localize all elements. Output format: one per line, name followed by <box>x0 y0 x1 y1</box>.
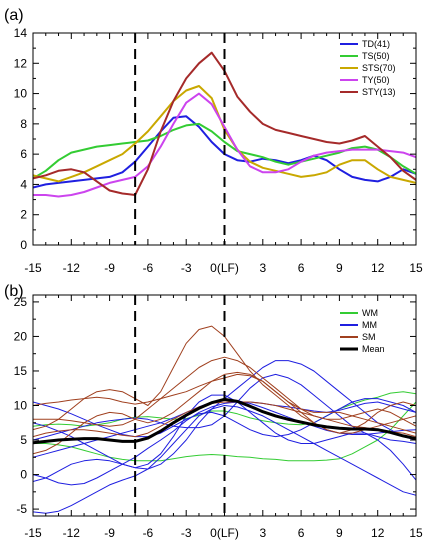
y-tick-label: 8 <box>20 117 27 131</box>
series-line-sm <box>33 401 416 438</box>
y-tick-label: 10 <box>14 399 28 413</box>
x-tick-label: -9 <box>104 526 115 540</box>
y-tick-label: 15 <box>14 364 28 378</box>
x-tick-label: 15 <box>409 261 423 275</box>
y-tick-label: 20 <box>14 329 28 343</box>
x-tick-label: 15 <box>409 526 423 540</box>
x-tick-label: -9 <box>104 261 115 275</box>
panel-label: (b) <box>4 283 24 300</box>
x-tick-label: 3 <box>259 261 266 275</box>
legend-label: MM <box>362 320 377 330</box>
x-tick-label: -6 <box>143 526 154 540</box>
y-tick-label: 5 <box>20 433 27 447</box>
y-tick-label: 0 <box>20 468 27 482</box>
legend-label: TS(50) <box>362 51 390 61</box>
x-tick-label: 0(LF) <box>210 526 239 540</box>
x-tick-label: 12 <box>371 526 385 540</box>
x-tick-label: -15 <box>24 526 42 540</box>
legend: WM MM SM Mean <box>340 308 385 354</box>
series-line-ts-50- <box>33 122 416 180</box>
series-line-mm <box>33 401 416 486</box>
x-tick-label: 0(LF) <box>210 261 239 275</box>
series-line-mm <box>33 405 416 514</box>
series-group <box>33 325 416 514</box>
x-tick-label: 9 <box>336 261 343 275</box>
panel-b: (b) -15 -12 -9 -6 -3 0(LF) 3 6 9 12 15 -5 0 5 10 15 20 25 W… <box>4 283 423 540</box>
panel-a: (a) -15 -12 -9 -6 -3 0(LF) 3 6 9 12 15 0 2 4 6 8 10 12 14 TD… <box>4 7 423 275</box>
x-tick-label: 3 <box>259 526 266 540</box>
y-tick-label: 12 <box>14 56 28 70</box>
y-tick-label: 2 <box>20 208 27 222</box>
x-tick-label: -6 <box>143 261 154 275</box>
x-tick-label: 6 <box>298 261 305 275</box>
x-tick-label: 12 <box>371 261 385 275</box>
x-tick-label: 9 <box>336 526 343 540</box>
legend-label: TD(41) <box>362 39 390 49</box>
series-line-ty-50- <box>33 92 416 198</box>
y-tick-label: 25 <box>14 295 28 309</box>
legend-label: WM <box>362 308 378 318</box>
y-tick-label: 10 <box>14 87 28 101</box>
panel-label: (a) <box>4 7 24 24</box>
legend-label: TY(50) <box>362 75 390 85</box>
legend: TD(41) TS(50) STS(70) TY(50) STY(13) <box>340 39 396 97</box>
x-tick-label: 6 <box>298 526 305 540</box>
legend-label: SM <box>362 332 376 342</box>
x-tick-label: -12 <box>63 261 81 275</box>
legend-label: Mean <box>362 344 385 354</box>
y-tick-label: 14 <box>14 26 28 40</box>
legend-label: STS(70) <box>362 63 396 73</box>
legend-label: STY(13) <box>362 87 396 97</box>
x-tick-label: -3 <box>181 261 192 275</box>
y-tick-label: 0 <box>20 238 27 252</box>
y-tick-label: 6 <box>20 147 27 161</box>
series-line-sm <box>33 371 416 455</box>
y-tick-label: 4 <box>20 177 27 191</box>
x-tick-label: -15 <box>24 261 42 275</box>
x-tick-label: -12 <box>63 526 81 540</box>
y-tick-label: -5 <box>16 502 27 516</box>
x-tick-label: -3 <box>181 526 192 540</box>
